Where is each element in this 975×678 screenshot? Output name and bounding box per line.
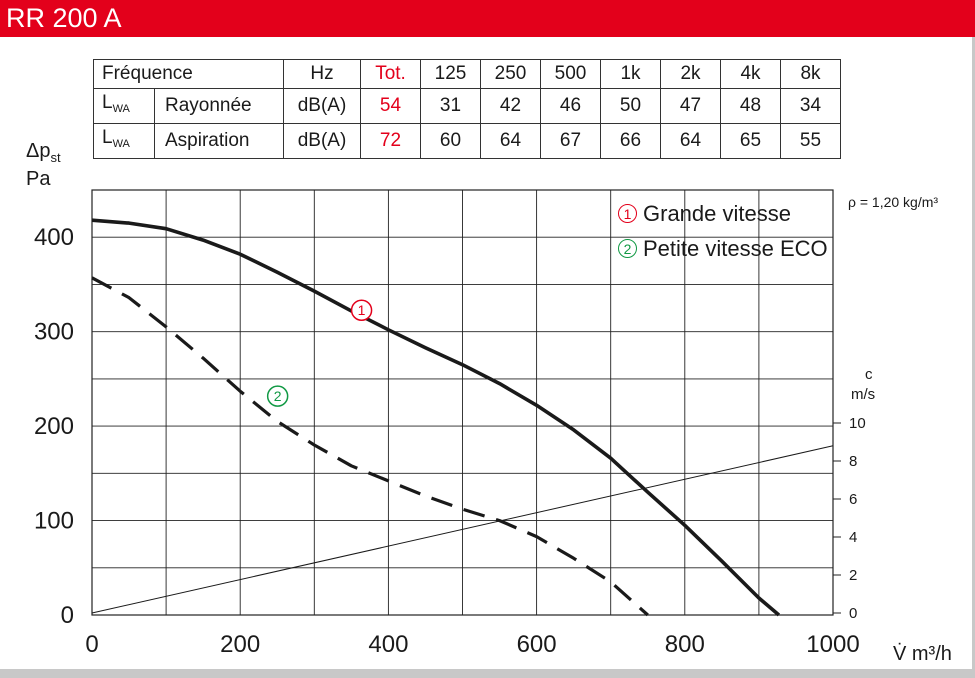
- secondary-axis-label-unit: m/s: [851, 386, 876, 403]
- curve-marker-label: 2: [274, 388, 282, 404]
- legend-marker-1: 1: [618, 204, 637, 223]
- secondary-axis-label-c: c: [865, 366, 873, 383]
- table-header-band: 4k: [720, 59, 781, 89]
- bottom-border: [0, 669, 975, 678]
- sound-power-table: Fréquence Hz Tot. 125 250 500 1k 2k 4k 8…: [93, 59, 841, 159]
- curve-marker-circle: [350, 299, 373, 321]
- right-border: [972, 37, 975, 678]
- curve-marker-label: 1: [358, 302, 366, 318]
- table-header-band: 8k: [780, 59, 841, 89]
- x-tick-label: 600: [517, 631, 557, 658]
- legend-marker-2: 2: [618, 239, 637, 258]
- secondary-tick-label: 10: [849, 415, 866, 432]
- curve-marker-circle: [266, 385, 289, 407]
- secondary-tick-label: 2: [849, 567, 857, 584]
- x-axis-label: V̇ m³/h: [893, 643, 952, 665]
- row-value: 64: [660, 123, 721, 159]
- row-total: 54: [360, 88, 421, 124]
- y-axis-unit: Pa: [26, 168, 51, 190]
- row-value: 60: [420, 123, 481, 159]
- table-header-label: Fréquence: [93, 59, 284, 89]
- row-value: 66: [600, 123, 661, 159]
- table-header-band: 125: [420, 59, 481, 89]
- table-row: LWA Rayonnée dB(A) 54 31 42 46 50 47 48 …: [93, 88, 841, 124]
- y-tick-label: 400: [34, 224, 74, 251]
- x-tick-label: 0: [85, 631, 98, 658]
- series-line-petite-vitesse: [91, 276, 649, 617]
- y-tick-label: 200: [34, 413, 74, 440]
- row-value: 64: [480, 123, 541, 159]
- secondary-tick-label: 6: [849, 491, 857, 508]
- density-note: ρ = 1,20 kg/m³: [848, 194, 939, 210]
- y-tick-label: 300: [34, 319, 74, 346]
- x-tick-label: 1000: [806, 631, 859, 658]
- row-value: 67: [540, 123, 601, 159]
- row-value: 48: [720, 88, 781, 124]
- table-header-band: 500: [540, 59, 601, 89]
- x-tick-label: 200: [220, 631, 260, 658]
- x-tick-label: 800: [665, 631, 705, 658]
- table-header-band: 1k: [600, 59, 661, 89]
- secondary-tick-label: 8: [849, 453, 857, 470]
- series-line-grande-vitesse: [91, 218, 781, 617]
- row-unit: dB(A): [283, 88, 361, 124]
- secondary-tick-label: 4: [849, 529, 857, 546]
- row-name: Rayonnée: [154, 88, 284, 124]
- x-tick-label: 400: [368, 631, 408, 658]
- secondary-tick-label: 0: [849, 605, 857, 622]
- legend-item-2: 2 Petite vitesse ECO: [618, 236, 828, 262]
- lwa-symbol: LWA: [93, 123, 155, 159]
- legend-item-1: 1 Grande vitesse: [618, 201, 791, 227]
- lwa-symbol: LWA: [93, 88, 155, 124]
- row-unit: dB(A): [283, 123, 361, 159]
- row-value: 34: [780, 88, 841, 124]
- row-total: 72: [360, 123, 421, 159]
- velocity-line: [91, 445, 834, 614]
- y-axis-label: Δpst: [26, 140, 61, 165]
- row-value: 46: [540, 88, 601, 124]
- row-name: Aspiration: [154, 123, 284, 159]
- title-bar: RR 200 A: [0, 0, 975, 37]
- row-value: 65: [720, 123, 781, 159]
- product-title: RR 200 A: [6, 3, 122, 33]
- row-value: 55: [780, 123, 841, 159]
- table-header-band: 250: [480, 59, 541, 89]
- y-tick-label: 0: [61, 602, 74, 629]
- y-tick-label: 100: [34, 508, 74, 535]
- table-header-row: Fréquence Hz Tot. 125 250 500 1k 2k 4k 8…: [93, 59, 841, 89]
- table-header-total: Tot.: [360, 59, 421, 89]
- table-row: LWA Aspiration dB(A) 72 60 64 67 66 64 6…: [93, 123, 841, 159]
